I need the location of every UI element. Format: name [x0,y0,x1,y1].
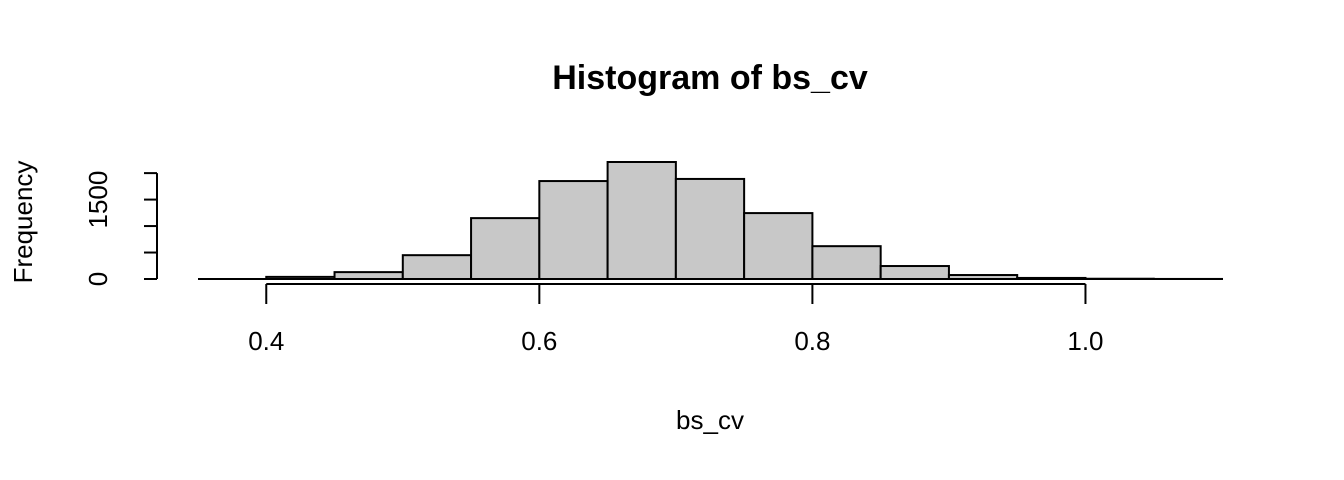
x-tick-label: 0.8 [794,326,830,356]
y-tick-label: 0 [83,272,113,286]
bar [811,245,882,280]
x-tick-label: 1.0 [1067,326,1103,356]
bar [879,265,950,281]
x-tick-label: 0.4 [248,326,284,356]
y-axis-label: Frequency [8,161,38,284]
bar [743,212,814,281]
y-tick-label: 1500 [83,171,113,229]
chart-title: Histogram of bs_cv [552,59,868,97]
bar [538,180,609,280]
x-tick-label: 0.6 [521,326,557,356]
bar [1016,276,1087,280]
bar [947,274,1019,281]
bar [333,271,404,280]
bar [265,275,336,281]
x-axis-label: bs_cv [676,405,744,435]
bar [606,161,677,280]
bar [470,217,541,280]
bar [674,177,746,280]
bar [401,254,473,280]
